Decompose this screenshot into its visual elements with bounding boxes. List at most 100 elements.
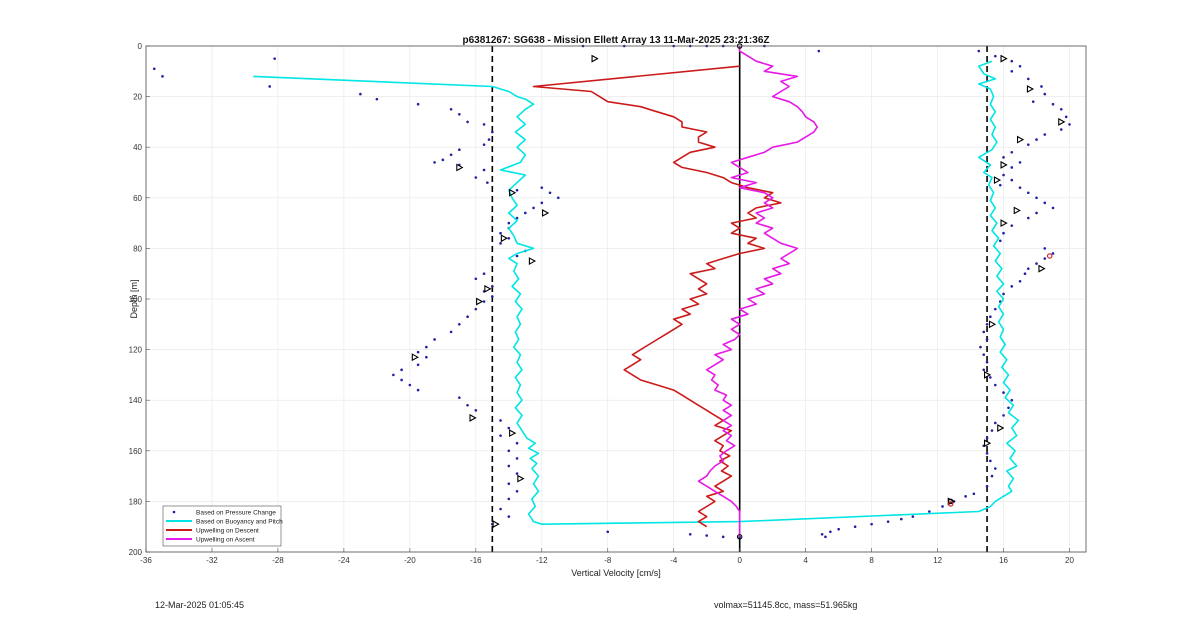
- pressure-point: [1051, 102, 1055, 106]
- pressure-point: [1035, 138, 1038, 141]
- pressure-point: [482, 143, 486, 146]
- heading-marker: [1038, 264, 1046, 273]
- heading-marker: [517, 474, 525, 483]
- pressure-point: [829, 530, 832, 534]
- pressure-point: [1043, 201, 1047, 205]
- pressure-point: [1040, 85, 1043, 88]
- pressure-point: [1043, 133, 1047, 136]
- pressure-point: [474, 176, 478, 179]
- pressure-point: [721, 535, 725, 539]
- y-tick-label: 120: [129, 346, 143, 355]
- pressure-point: [941, 505, 944, 508]
- pressure-point: [982, 368, 986, 372]
- heading-marker: [1026, 85, 1035, 93]
- legend-label: Based on Pressure Change: [196, 510, 276, 517]
- pressure-point: [466, 120, 469, 124]
- pressure-point: [998, 183, 1002, 187]
- pressure-point: [1035, 196, 1038, 200]
- pressure-point: [837, 527, 840, 531]
- pressure-point: [523, 211, 527, 215]
- reference-lines: [491, 46, 988, 552]
- pressure-point: [449, 107, 453, 111]
- x-tick-label: -24: [338, 556, 350, 565]
- heading-marker: [1058, 117, 1066, 126]
- x-tick-label: -32: [206, 556, 218, 565]
- pressure-point: [993, 307, 997, 311]
- x-axis-label: Vertical Velocity [cm/s]: [571, 568, 661, 578]
- pressure-point: [359, 92, 362, 96]
- pressure-point: [507, 515, 511, 518]
- pressure-point: [1043, 92, 1047, 96]
- pressure-point: [515, 254, 519, 258]
- pressure-point: [532, 206, 535, 210]
- pressure-point: [515, 441, 519, 445]
- legend-label: Upwelling on Descent: [196, 528, 259, 535]
- heading-marker: [984, 439, 992, 448]
- y-tick-label: 100: [129, 295, 143, 304]
- circle-marker: [736, 534, 743, 540]
- heading-marker: [542, 209, 550, 217]
- pressure-point: [985, 436, 989, 440]
- upwelling-on-ascent-line: [697, 46, 819, 537]
- pressure-point: [606, 530, 610, 534]
- x-tick-label: -16: [470, 556, 482, 565]
- pressure-point: [161, 75, 164, 78]
- pressure-point: [425, 355, 428, 359]
- circle-marker: [1046, 253, 1053, 259]
- pressure-point: [1064, 115, 1068, 119]
- pressure-point: [1059, 107, 1063, 111]
- pressure-point: [1018, 64, 1022, 68]
- pressure-point: [817, 49, 821, 53]
- pressure-point: [474, 277, 478, 281]
- pressure-point: [515, 472, 519, 475]
- y-tick-label: 20: [133, 93, 142, 102]
- pressure-point: [548, 191, 552, 195]
- pressure-point: [993, 421, 997, 425]
- x-tick-label: -20: [404, 556, 416, 565]
- pressure-point: [499, 507, 502, 511]
- pressure-point: [507, 449, 511, 453]
- heading-marker: [476, 297, 484, 306]
- heading-marker: [411, 353, 419, 362]
- pressure-point: [458, 323, 461, 326]
- pressure-point: [152, 67, 156, 71]
- heading-marker: [1000, 219, 1008, 228]
- marker-layer: [411, 43, 1066, 540]
- based-on-pressure-change-points: [152, 44, 1071, 539]
- pressure-point: [482, 300, 486, 303]
- x-tick-label: 4: [803, 556, 808, 565]
- pressure-point: [1018, 186, 1022, 189]
- pressure-point: [507, 464, 511, 468]
- heading-marker: [500, 234, 509, 243]
- pressure-point: [482, 272, 486, 276]
- pressure-point: [507, 221, 511, 225]
- heading-marker: [469, 413, 477, 422]
- pressure-point: [990, 429, 994, 432]
- pressure-point: [964, 495, 967, 498]
- pressure-point: [1010, 178, 1014, 182]
- pressure-point: [1002, 292, 1005, 296]
- x-tick-label: -4: [670, 556, 678, 565]
- heading-marker: [988, 320, 997, 329]
- pressure-point: [515, 216, 519, 220]
- pressure-point: [911, 515, 915, 518]
- pressure-point: [466, 315, 469, 319]
- pressure-point: [400, 368, 403, 372]
- pressure-point: [989, 459, 992, 463]
- pressure-point: [1026, 77, 1030, 81]
- pressure-point: [985, 452, 989, 455]
- pressure-point: [1010, 224, 1014, 227]
- pressure-point: [1010, 150, 1014, 154]
- pressure-point: [1018, 161, 1022, 164]
- pressure-point: [458, 113, 461, 116]
- heading-marker: [509, 429, 517, 438]
- pressure-point: [433, 338, 436, 341]
- pressure-point: [1010, 59, 1014, 63]
- x-tick-label: 8: [869, 556, 874, 565]
- heading-marker: [456, 163, 464, 172]
- x-tick-label: 12: [933, 556, 942, 565]
- pressure-point: [416, 363, 420, 367]
- legend-label: Upwelling on Ascent: [196, 537, 255, 544]
- series-layer: [152, 44, 1071, 539]
- pressure-point: [268, 85, 271, 88]
